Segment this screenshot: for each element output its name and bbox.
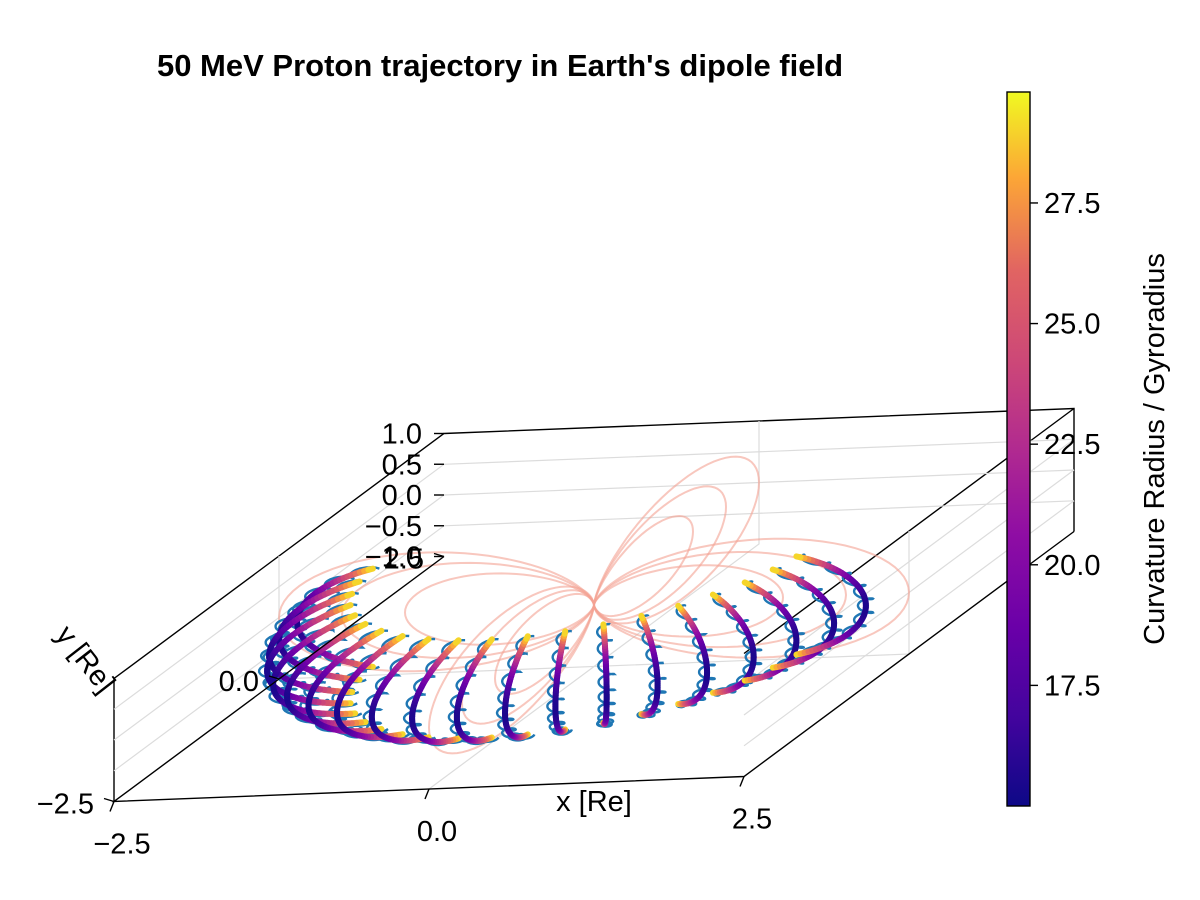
x-axis-label: x [Re] xyxy=(556,786,632,818)
guiding-center-segment xyxy=(395,633,406,642)
x-tick-label: −2.5 xyxy=(93,829,150,861)
guiding-center-segment xyxy=(357,620,369,630)
guiding-center-segment xyxy=(422,636,432,645)
guiding-center-segment xyxy=(365,565,376,573)
colorbar-ticks: 17.5 20.0 22.5 25.0 27.5 xyxy=(1030,188,1100,702)
y-tick-mark xyxy=(103,797,115,803)
gyration-segment xyxy=(546,629,573,736)
z-tick-label: 0.0 xyxy=(382,480,422,512)
colorbar-tick-label: 20.0 xyxy=(1044,550,1100,582)
x-tick-label: 2.5 xyxy=(732,804,772,836)
guiding-center-segment xyxy=(344,590,356,599)
x-tick-mark xyxy=(739,776,745,787)
z-tick-label: 1.0 xyxy=(382,419,422,451)
y-tick-label: −2.5 xyxy=(37,789,94,821)
field-lines xyxy=(277,455,911,755)
guiding-center-segment xyxy=(741,579,751,587)
field-line xyxy=(593,551,848,649)
axis-tick-labels: −2.5 0.0 2.5−2.50.02.5−1.0−0.50.00.51.0 xyxy=(37,419,772,861)
y-tick-label: 0.0 xyxy=(219,666,259,698)
field-line xyxy=(277,551,595,673)
y-axis-label: y [Re] xyxy=(49,620,121,699)
guiding-center-segment xyxy=(351,578,363,586)
guiding-center-segment xyxy=(374,627,385,637)
z-gridline xyxy=(113,500,1075,772)
gyration-segment xyxy=(596,622,617,728)
guiding-center-segment xyxy=(523,633,531,642)
field-line xyxy=(593,537,911,659)
field-line xyxy=(593,455,761,625)
guiding-center-segment xyxy=(452,637,462,646)
gyration-segment xyxy=(495,634,536,742)
field-line xyxy=(593,514,695,618)
x-gridline xyxy=(428,421,760,790)
colorbar: 17.5 20.0 22.5 25.0 27.5 Curvature Radius / … xyxy=(1006,91,1171,807)
y-tick-label: 2.5 xyxy=(384,544,424,576)
z-tick-label: −0.5 xyxy=(365,511,422,543)
field-line xyxy=(460,589,595,725)
guiding-center-trajectory xyxy=(264,553,869,745)
x-tick-mark xyxy=(109,801,115,812)
y-tick-mark xyxy=(268,675,280,680)
z-tick-label: −1.0 xyxy=(365,542,422,574)
z-tick-label: 0.5 xyxy=(382,449,422,481)
x-tick-label: 0.0 xyxy=(417,816,457,848)
guiding-center-segment xyxy=(342,602,354,610)
guiding-center-segment xyxy=(486,636,495,645)
x-tick-mark xyxy=(424,788,430,800)
guiding-center-segment xyxy=(347,612,359,621)
colorbar-gradient xyxy=(1006,91,1031,807)
field-line xyxy=(493,592,595,696)
guiding-center-segment xyxy=(709,591,719,600)
colorbar-tick-label: 25.0 xyxy=(1044,309,1100,341)
guiding-center-segment xyxy=(675,602,683,611)
guiding-center-segment xyxy=(561,628,569,637)
colorbar-tick-label: 17.5 xyxy=(1044,670,1100,702)
guiding-center-segment xyxy=(638,612,646,621)
field-line xyxy=(427,585,595,755)
guiding-center-segment xyxy=(769,566,780,574)
colorbar-tick-label: 27.5 xyxy=(1044,188,1100,220)
guiding-center-segment xyxy=(793,553,804,561)
colorbar-label: Curvature Radius / Gyroradius xyxy=(1139,253,1171,645)
field-line xyxy=(593,485,728,621)
chart-title: 50 MeV Proton trajectory in Earth's dipo… xyxy=(157,48,843,83)
colorbar-tick-label: 22.5 xyxy=(1044,429,1100,461)
